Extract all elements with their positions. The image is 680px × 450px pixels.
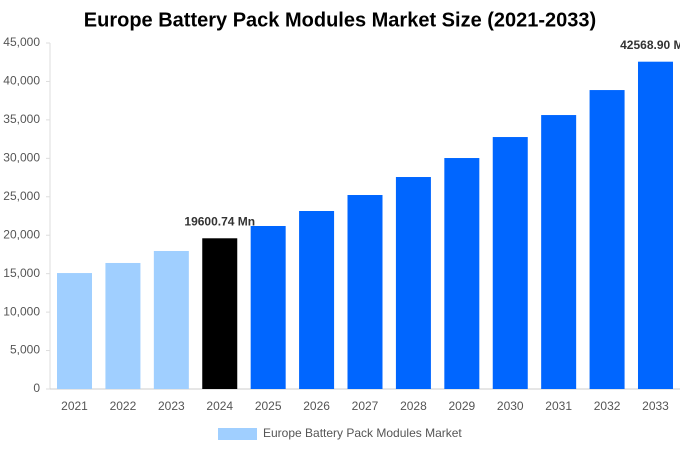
x-tick-label: 2023 xyxy=(158,399,185,413)
x-tick-label: 2025 xyxy=(255,399,282,413)
bar xyxy=(153,250,189,389)
y-tick-label: 35,000 xyxy=(3,112,40,126)
bar xyxy=(444,158,480,389)
bar xyxy=(492,137,528,389)
bar xyxy=(347,195,383,389)
value-label: 42568.90 Mn xyxy=(620,38,680,52)
x-tick-label: 2024 xyxy=(206,399,233,413)
value-label: 19600.74 Mn xyxy=(184,214,255,228)
y-tick-label: 15,000 xyxy=(3,266,40,280)
y-tick-label: 30,000 xyxy=(3,151,40,165)
x-tick-label: 2030 xyxy=(497,399,524,413)
y-tick-label: 5,000 xyxy=(10,343,40,357)
y-tick-label: 40,000 xyxy=(3,74,40,88)
bar xyxy=(105,262,141,389)
x-tick-label: 2032 xyxy=(594,399,621,413)
x-tick-label: 2029 xyxy=(448,399,475,413)
y-tick-label: 25,000 xyxy=(3,189,40,203)
x-tick-label: 2028 xyxy=(400,399,427,413)
y-tick-label: 45,000 xyxy=(3,35,40,49)
x-tick-label: 2022 xyxy=(110,399,137,413)
y-tick-label: 10,000 xyxy=(3,304,40,318)
legend-label: Europe Battery Pack Modules Market xyxy=(263,426,462,440)
x-tick-label: 2033 xyxy=(642,399,669,413)
bar xyxy=(541,115,577,389)
bar xyxy=(637,61,673,390)
x-tick-label: 2021 xyxy=(61,399,88,413)
bar xyxy=(589,90,625,389)
y-tick-label: 0 xyxy=(33,381,40,395)
chart-title: Europe Battery Pack Modules Market Size … xyxy=(84,9,596,31)
x-tick-label: 2031 xyxy=(545,399,572,413)
bar xyxy=(250,225,286,389)
legend-swatch xyxy=(218,428,257,440)
bar xyxy=(395,177,431,389)
bar xyxy=(57,273,93,389)
bar xyxy=(202,238,238,389)
x-tick-label: 2027 xyxy=(352,399,379,413)
y-tick-label: 20,000 xyxy=(3,227,40,241)
x-tick-label: 2026 xyxy=(303,399,330,413)
bar xyxy=(299,211,335,389)
